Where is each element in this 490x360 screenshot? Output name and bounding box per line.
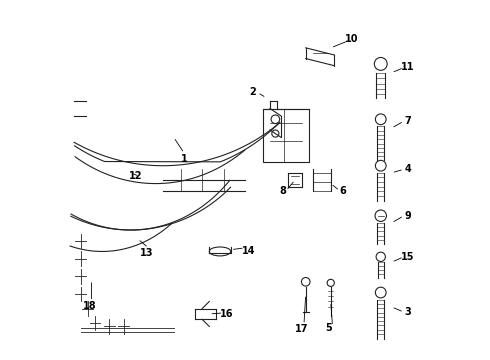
Text: 2: 2: [249, 87, 255, 98]
Text: 3: 3: [404, 307, 411, 317]
Text: 7: 7: [404, 116, 411, 126]
Text: 5: 5: [325, 323, 332, 333]
Text: 1: 1: [181, 154, 188, 163]
Text: 11: 11: [401, 63, 414, 72]
Text: 17: 17: [295, 324, 309, 334]
Text: 6: 6: [340, 186, 346, 196]
Text: 13: 13: [140, 248, 153, 258]
Text: 16: 16: [220, 309, 234, 319]
Text: 4: 4: [404, 164, 411, 174]
Text: 10: 10: [345, 34, 359, 44]
Text: 9: 9: [404, 211, 411, 221]
Text: 8: 8: [279, 186, 286, 196]
Text: 14: 14: [242, 247, 255, 256]
Text: 18: 18: [83, 301, 97, 311]
Text: 15: 15: [401, 252, 414, 262]
Text: 12: 12: [129, 171, 143, 181]
